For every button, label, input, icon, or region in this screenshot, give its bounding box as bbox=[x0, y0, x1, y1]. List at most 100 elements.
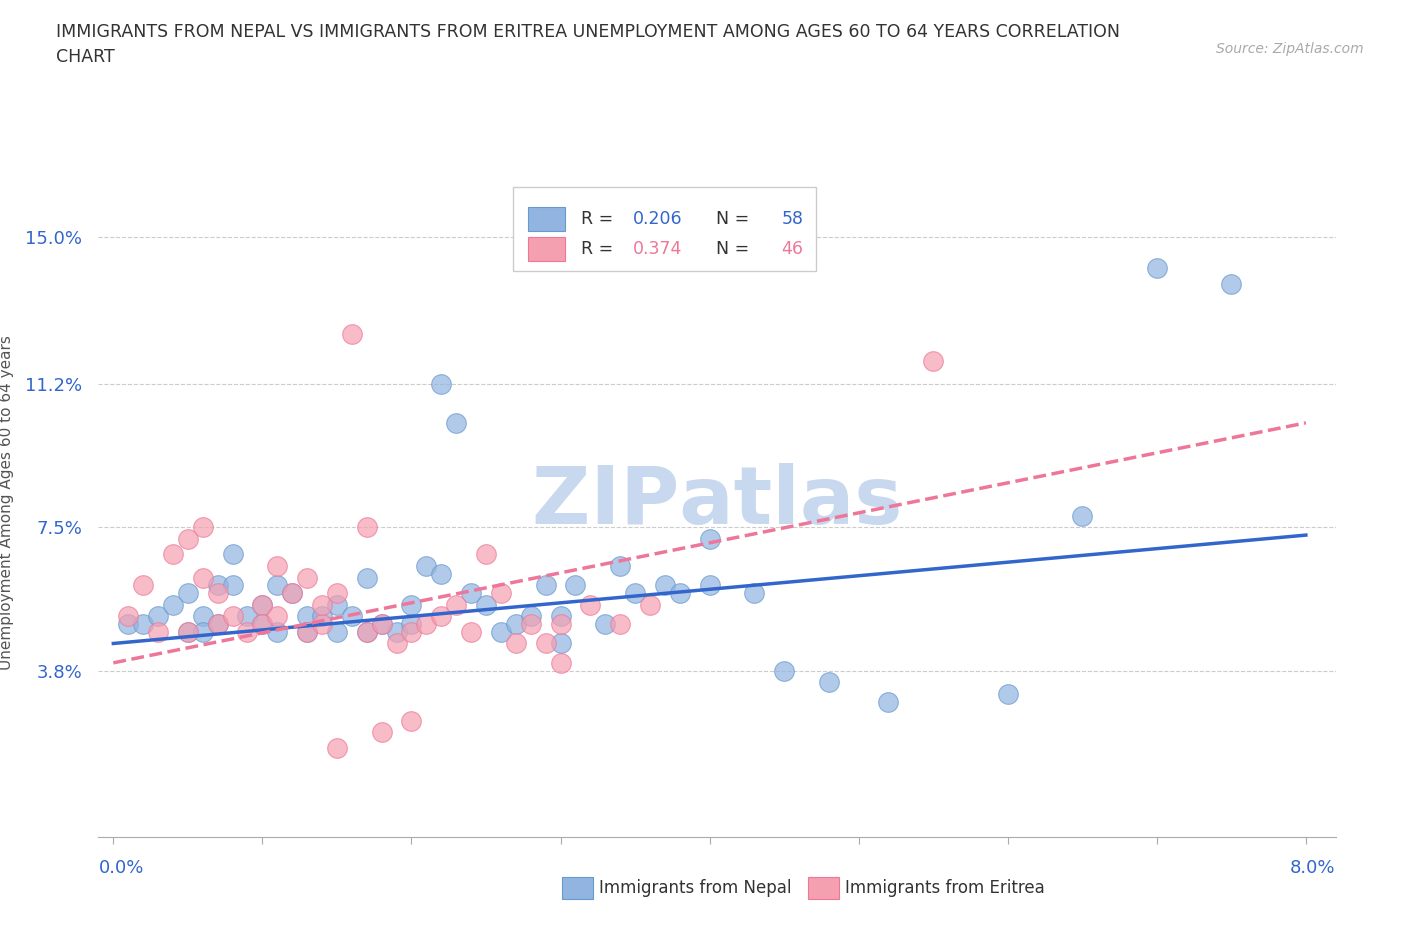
Point bbox=[370, 617, 392, 631]
Point bbox=[668, 586, 690, 601]
Point bbox=[356, 624, 378, 639]
Point bbox=[252, 597, 274, 612]
Point bbox=[162, 597, 184, 612]
Point bbox=[177, 586, 200, 601]
Point bbox=[444, 416, 467, 431]
Point bbox=[311, 597, 333, 612]
Text: 0.0%: 0.0% bbox=[98, 859, 143, 877]
Point bbox=[266, 559, 288, 574]
Text: 0.374: 0.374 bbox=[633, 240, 682, 259]
Text: 58: 58 bbox=[782, 210, 803, 228]
Text: R =: R = bbox=[581, 210, 619, 228]
Text: 0.206: 0.206 bbox=[633, 210, 682, 228]
Point bbox=[252, 617, 274, 631]
Point bbox=[415, 617, 437, 631]
Point bbox=[489, 624, 512, 639]
Text: IMMIGRANTS FROM NEPAL VS IMMIGRANTS FROM ERITREA UNEMPLOYMENT AMONG AGES 60 TO 6: IMMIGRANTS FROM NEPAL VS IMMIGRANTS FROM… bbox=[56, 23, 1121, 41]
Point bbox=[505, 617, 527, 631]
Point bbox=[340, 609, 363, 624]
Point bbox=[1071, 509, 1094, 524]
Point bbox=[311, 617, 333, 631]
Point bbox=[401, 713, 423, 728]
Point bbox=[773, 663, 796, 678]
Point bbox=[132, 617, 155, 631]
Point bbox=[295, 624, 318, 639]
Point bbox=[489, 586, 512, 601]
Point bbox=[550, 636, 572, 651]
Point bbox=[550, 656, 572, 671]
Point bbox=[326, 597, 349, 612]
Point bbox=[207, 578, 229, 592]
Point bbox=[295, 570, 318, 585]
Point bbox=[638, 597, 661, 612]
Point bbox=[356, 624, 378, 639]
Point bbox=[385, 624, 408, 639]
Text: CHART: CHART bbox=[56, 48, 115, 66]
Point bbox=[236, 609, 259, 624]
Point bbox=[295, 624, 318, 639]
Point bbox=[177, 624, 200, 639]
Point bbox=[191, 624, 214, 639]
Text: 8.0%: 8.0% bbox=[1291, 859, 1336, 877]
Point bbox=[191, 520, 214, 535]
Point bbox=[579, 597, 602, 612]
Point bbox=[430, 377, 453, 392]
Point bbox=[252, 597, 274, 612]
Point bbox=[1146, 260, 1168, 275]
Point bbox=[475, 547, 498, 562]
Text: N =: N = bbox=[704, 210, 755, 228]
Point bbox=[370, 617, 392, 631]
Point bbox=[266, 609, 288, 624]
Point bbox=[415, 559, 437, 574]
Point bbox=[236, 624, 259, 639]
Point bbox=[550, 609, 572, 624]
Point bbox=[460, 586, 482, 601]
Point bbox=[221, 578, 243, 592]
Point bbox=[609, 617, 631, 631]
Point bbox=[311, 609, 333, 624]
Point bbox=[162, 547, 184, 562]
Point bbox=[550, 617, 572, 631]
Point bbox=[146, 609, 169, 624]
Point bbox=[430, 566, 453, 581]
Point bbox=[593, 617, 616, 631]
Point bbox=[356, 570, 378, 585]
Point bbox=[1220, 276, 1243, 291]
Point bbox=[356, 520, 378, 535]
Point bbox=[624, 586, 647, 601]
Point bbox=[444, 597, 467, 612]
Point bbox=[877, 694, 900, 709]
Point bbox=[266, 578, 288, 592]
Point bbox=[519, 617, 541, 631]
Point bbox=[177, 624, 200, 639]
Text: Immigrants from Eritrea: Immigrants from Eritrea bbox=[845, 879, 1045, 897]
Bar bbox=[527, 207, 565, 231]
Point bbox=[699, 532, 721, 547]
Point bbox=[207, 586, 229, 601]
Text: Immigrants from Nepal: Immigrants from Nepal bbox=[599, 879, 792, 897]
Point bbox=[654, 578, 676, 592]
Point bbox=[117, 617, 139, 631]
Point bbox=[207, 617, 229, 631]
Point bbox=[340, 326, 363, 341]
Point bbox=[401, 597, 423, 612]
Point bbox=[818, 675, 841, 690]
Point bbox=[699, 578, 721, 592]
Point bbox=[252, 617, 274, 631]
Point bbox=[564, 578, 586, 592]
Point bbox=[401, 624, 423, 639]
Text: Source: ZipAtlas.com: Source: ZipAtlas.com bbox=[1216, 42, 1364, 56]
Point bbox=[326, 740, 349, 755]
Point bbox=[191, 609, 214, 624]
Point bbox=[281, 586, 304, 601]
Point bbox=[534, 636, 557, 651]
Point bbox=[370, 725, 392, 740]
Text: 46: 46 bbox=[782, 240, 803, 259]
Point bbox=[326, 624, 349, 639]
Point bbox=[534, 578, 557, 592]
Y-axis label: Unemployment Among Ages 60 to 64 years: Unemployment Among Ages 60 to 64 years bbox=[0, 335, 14, 670]
Point bbox=[475, 597, 498, 612]
Point bbox=[519, 609, 541, 624]
Point bbox=[460, 624, 482, 639]
Point bbox=[177, 532, 200, 547]
